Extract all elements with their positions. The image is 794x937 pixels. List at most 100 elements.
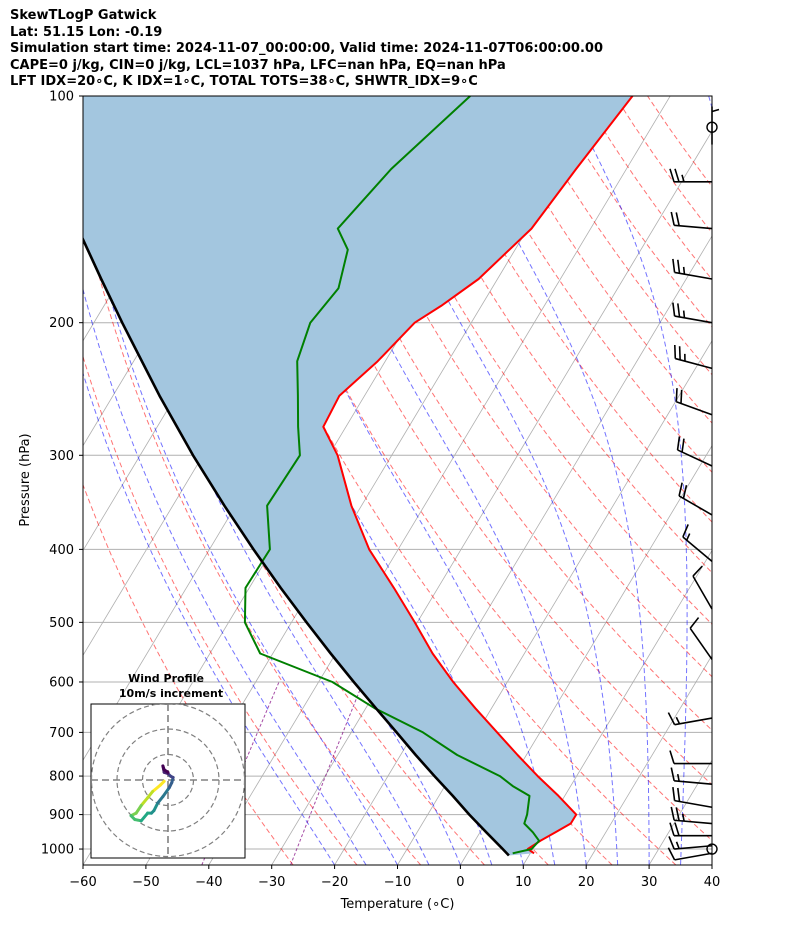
x-tick-label: −60	[69, 875, 96, 890]
y-tick-label: 300	[49, 449, 74, 464]
indices-line-1: CAPE=0 j/kg, CIN=0 j/kg, LCL=1037 hPa, L…	[10, 57, 506, 73]
calm-wind-circle	[706, 843, 718, 855]
barb-flag-full	[680, 389, 683, 404]
indices-line-2: LFT IDX=20∘C, K IDX=1∘C, TOTAL TOTS=38∘C…	[10, 74, 478, 89]
barb-shaft	[674, 717, 713, 726]
axis-ticks: −60 −50 −40 −30 −20 −10 0 10 20 30 40 1000 900 800 700…	[41, 90, 720, 891]
dry-adiabat-line	[484, 96, 712, 424]
dry-adiabat-line	[83, 355, 358, 865]
barb-shaft	[674, 271, 713, 280]
barb-flag-full	[670, 767, 675, 781]
wind-barb	[667, 847, 713, 861]
x-tick-label: 40	[704, 875, 721, 890]
wind-barb	[678, 482, 713, 516]
wind-barb	[669, 168, 712, 183]
wind-barb	[692, 565, 713, 610]
dry-adiabat-line	[288, 96, 712, 731]
wind-barb	[676, 436, 713, 467]
isotherm-line	[271, 130, 712, 865]
wind-barb	[670, 211, 713, 230]
barb-flag-full	[677, 787, 681, 802]
barb-flag-half	[681, 174, 685, 183]
barb-flag-half	[682, 310, 686, 318]
barb-flag-half	[685, 533, 691, 541]
wind-barb	[711, 106, 720, 145]
moist-adiabat-line	[280, 96, 587, 865]
y-tick-label: 800	[49, 770, 74, 785]
wind-barb	[672, 302, 713, 324]
data-layer	[83, 96, 634, 857]
chart-header: SkewTLogP Gatwick Lat: 51.15 Lon: -0.19 …	[10, 8, 603, 91]
barb-flag-full	[675, 212, 680, 226]
barb-flag-full	[670, 806, 675, 821]
barb-flag-half	[675, 716, 681, 725]
hodograph-trace-segment	[151, 783, 162, 793]
wind-barb	[682, 524, 713, 563]
barb-shaft	[676, 400, 713, 416]
barb-flag-full	[682, 524, 689, 538]
barb-flag-full	[669, 168, 675, 183]
hodograph-trace-segment	[139, 796, 150, 807]
barb-flag-full	[689, 617, 700, 629]
hodograph-trace-segment	[161, 786, 171, 799]
barb-flag-half	[676, 773, 680, 782]
moist-adiabat-line	[225, 96, 556, 865]
dry-adiabat-line	[223, 96, 712, 842]
barb-shaft	[675, 357, 713, 370]
barb-flag-half	[711, 108, 720, 113]
dry-adiabat-line	[647, 96, 712, 188]
hodograph-subtitle: 10m/s increment	[119, 687, 223, 700]
wind-barb	[669, 750, 712, 765]
dry-adiabat-line	[353, 96, 712, 625]
barb-flag-full	[682, 484, 688, 499]
wind-barb	[670, 767, 713, 785]
hodograph-title: Wind Profile	[128, 672, 204, 685]
wind-barb	[672, 787, 713, 809]
dry-adiabat-line	[321, 96, 712, 678]
dry-adiabat-line	[418, 96, 712, 523]
barb-flag-full	[667, 847, 676, 861]
time-line: Simulation start time: 2024-11-07_00:00:…	[10, 41, 603, 56]
barb-shaft	[674, 852, 713, 861]
barb-shaft	[682, 536, 713, 563]
barb-shaft	[674, 315, 713, 324]
barb-shaft	[674, 224, 713, 230]
barb-flag-full	[672, 787, 676, 801]
barb-shaft	[674, 799, 713, 809]
x-tick-label: −20	[321, 875, 348, 890]
barb-flag-full	[674, 168, 680, 183]
isotherm-line	[585, 654, 712, 865]
x-tick-label: −50	[132, 875, 159, 890]
x-tick-label: −40	[195, 875, 222, 890]
wind-barb	[670, 806, 713, 825]
cape-cin-shading	[83, 96, 633, 856]
dewpoint-profile-line	[243, 96, 541, 855]
isotherm-line	[208, 96, 671, 865]
dry-adiabat-line	[83, 210, 422, 865]
moist-adiabat-line	[83, 371, 336, 865]
barb-flag-full	[669, 750, 675, 764]
moist-adiabat-line	[565, 96, 688, 865]
barb-flag-full	[692, 565, 703, 577]
dry-adiabat-line	[451, 96, 712, 473]
hodograph-trace-segment	[139, 811, 150, 823]
barb-flag-full	[667, 712, 676, 726]
x-tick-label: −10	[384, 875, 411, 890]
barb-flag-full	[674, 822, 680, 836]
x-tick-label: 0	[456, 875, 464, 890]
parcel-profile-line	[83, 236, 510, 857]
dry-adiabat-line	[549, 96, 712, 328]
moist-adiabat-line	[83, 185, 398, 865]
barb-flag-full	[672, 302, 676, 317]
barb-flag-half	[681, 813, 685, 822]
barb-flag-full	[668, 836, 675, 850]
x-tick-label: 20	[578, 875, 595, 890]
chart-title: SkewTLogP Gatwick	[10, 8, 157, 23]
y-tick-label: 1000	[41, 843, 74, 858]
y-tick-label: 500	[49, 616, 74, 631]
x-tick-label: 30	[641, 875, 658, 890]
isotherm-line	[648, 759, 712, 865]
mixing-ratio-line	[290, 681, 364, 865]
barb-flag-full	[675, 388, 678, 402]
barb-shaft	[677, 449, 713, 467]
